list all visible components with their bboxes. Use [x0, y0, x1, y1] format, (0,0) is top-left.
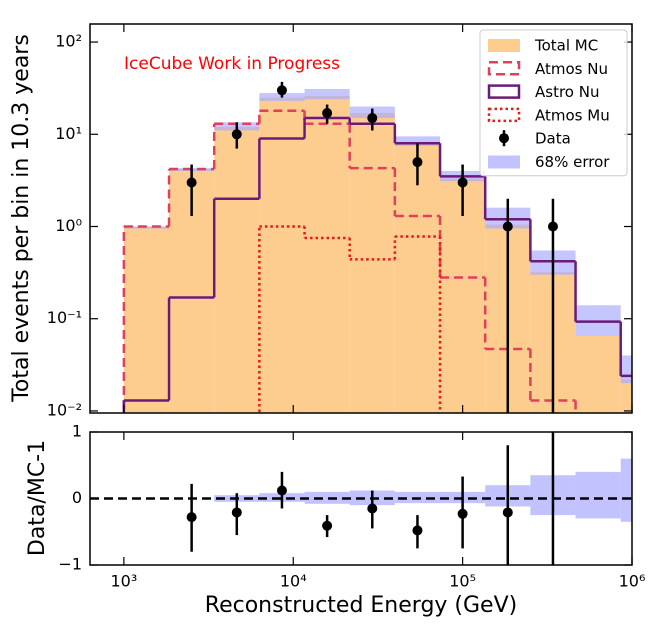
annotation: IceCube Work in Progress: [124, 54, 340, 74]
error-band: [394, 136, 441, 146]
y-tick-label: 10⁻²: [47, 400, 82, 419]
mc-bar: [123, 226, 170, 413]
legend-swatch: [488, 39, 520, 52]
legend-swatch: [487, 61, 521, 76]
y-tick-label: 10⁻¹: [47, 308, 82, 327]
ratio-point: [367, 503, 378, 514]
top-frame: [89, 23, 633, 414]
data-point: [231, 129, 242, 140]
data-point: [547, 221, 558, 232]
legend-label: Data: [535, 130, 571, 148]
legend: Total MC Atmos Nu Astro Nu Atmos Mu Data 68% …: [479, 29, 628, 177]
x-tick-label: 10⁶: [619, 572, 646, 591]
legend-label: Atmos Mu: [535, 106, 610, 124]
data-point: [502, 221, 513, 232]
data-point: [186, 177, 197, 188]
x-tick-label: 10⁵: [449, 572, 476, 591]
x-tick-label: 10³: [110, 572, 137, 591]
y-tick-label: −1: [58, 555, 82, 574]
legend-box: [479, 29, 628, 177]
y-tick-label: 10²: [55, 32, 82, 51]
ratio-frame: [89, 431, 633, 566]
mc-bar: [214, 126, 260, 413]
ratio-point: [502, 507, 513, 518]
legend-label: Astro Nu: [535, 83, 599, 101]
x-axis-label: Reconstructed Energy (GeV): [205, 593, 517, 618]
mc-bar: [349, 113, 395, 413]
ratio-band: [620, 458, 632, 522]
data-point: [457, 177, 468, 188]
mc-bar: [259, 97, 305, 413]
data-point: [276, 85, 287, 96]
mc-bar: [394, 143, 441, 413]
ratio-point: [412, 525, 423, 536]
ratio-plot: [90, 432, 632, 565]
x-tick-label: 10⁴: [280, 572, 307, 591]
data-point: [322, 108, 333, 119]
mc-bar: [620, 379, 632, 413]
legend-swatch: [487, 107, 521, 123]
error-band: [304, 88, 350, 100]
data-point: [367, 113, 378, 124]
y-tick-label: 1: [72, 422, 82, 441]
error-band: [620, 355, 632, 384]
y-axis-label: Total events per bin in 10.3 years: [9, 34, 34, 403]
data-point: [412, 157, 423, 168]
y-tick-label: 10¹: [55, 124, 82, 143]
legend-swatch: [488, 155, 520, 169]
axes: 10³ 10⁴ 10⁵ 10⁶ 10⁻² 10⁻¹ 10⁰ 10¹ 10² −1 0 1: [47, 24, 646, 591]
ratio-point: [231, 507, 242, 518]
ratio-point: [322, 520, 333, 531]
top-plot: [122, 81, 632, 413]
y-tick-label: 0: [72, 488, 82, 507]
legend-label: Atmos Nu: [535, 60, 608, 78]
ratio-band: [304, 491, 350, 504]
legend-label: 68% error: [535, 153, 610, 171]
ratio-band: [575, 471, 621, 519]
legend-swatch: [499, 133, 509, 144]
ratio-y-axis-label: Data/MC-1: [25, 440, 50, 556]
mc-bar: [304, 96, 350, 413]
legend-label: Total MC: [534, 37, 598, 55]
ratio-point: [186, 512, 197, 523]
mc-bar: [440, 178, 486, 413]
ratio-point: [457, 508, 468, 519]
ratio-point: [276, 485, 287, 496]
y-tick-label: 10⁰: [55, 216, 82, 235]
legend-swatch: [487, 84, 521, 99]
mc-bar: [575, 335, 621, 413]
